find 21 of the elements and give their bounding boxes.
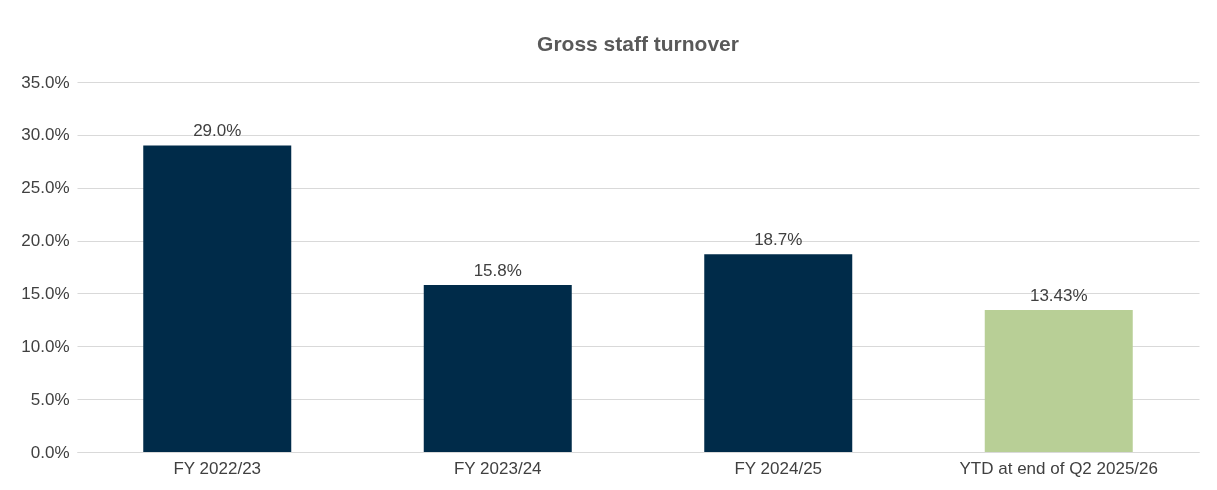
data-label: 18.7% xyxy=(754,230,803,250)
x-tick-label: FY 2023/24 xyxy=(453,458,542,478)
y-tick-label: 15.0% xyxy=(21,283,70,303)
y-tick-label: 20.0% xyxy=(21,231,70,251)
y-tick-label: 10.0% xyxy=(21,336,70,356)
data-label: 15.8% xyxy=(473,260,522,280)
y-tick-label: 5.0% xyxy=(30,389,70,409)
bar xyxy=(423,284,572,452)
y-tick-label: 0.0% xyxy=(30,442,70,462)
data-label: 29.0% xyxy=(193,121,242,141)
y-tick-label: 35.0% xyxy=(21,72,70,92)
bar xyxy=(143,145,292,452)
x-tick-label: FY 2022/23 xyxy=(173,458,262,478)
data-label: 13.43% xyxy=(1029,286,1088,306)
x-tick-label: YTD at end of Q2 2025/26 xyxy=(959,458,1158,478)
bar xyxy=(984,310,1133,452)
y-tick-label: 30.0% xyxy=(21,125,70,145)
y-tick-label: 25.0% xyxy=(21,178,70,198)
bar xyxy=(704,254,853,452)
chart-title: Gross staff turnover xyxy=(537,32,739,55)
x-tick-label: FY 2024/25 xyxy=(734,458,823,478)
